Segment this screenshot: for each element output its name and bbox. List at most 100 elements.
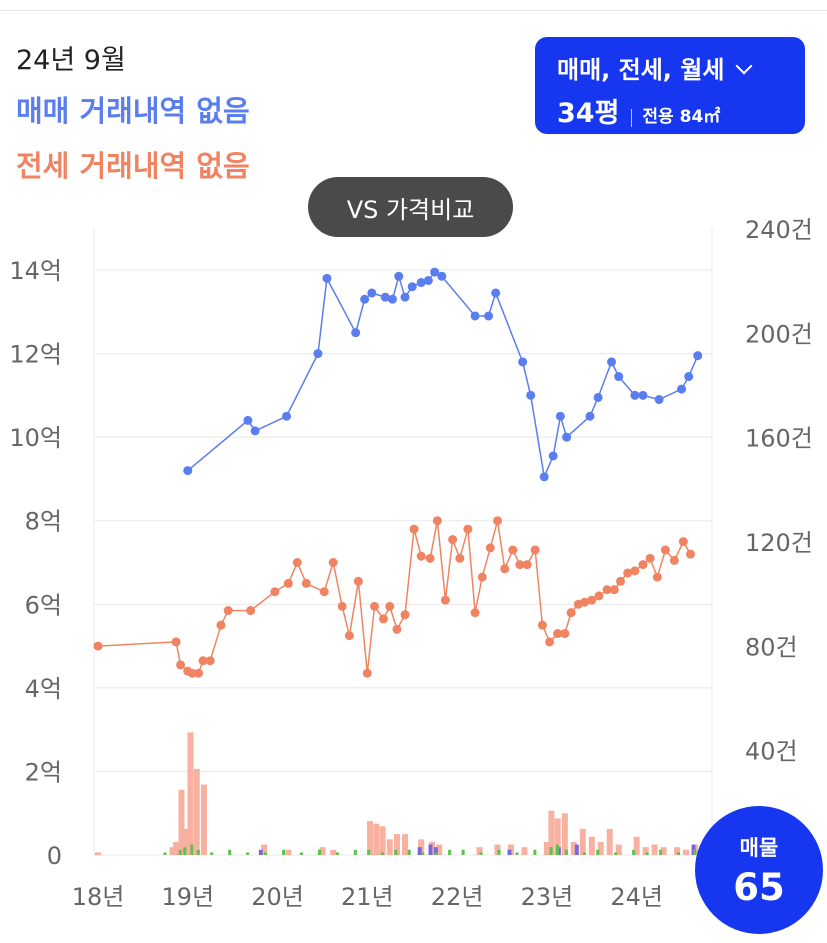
rent-volume-bar <box>548 810 555 855</box>
y-right-tick-label: 40건 <box>745 738 798 766</box>
rent-price-point <box>500 564 510 574</box>
sale-price-point <box>607 357 617 367</box>
sale-price-point <box>416 278 426 288</box>
rent-price-point <box>609 585 619 595</box>
x-tick-label: 19년 <box>161 883 214 911</box>
monthly-volume-bar <box>317 849 321 855</box>
rent-price-point <box>594 591 604 601</box>
top-divider <box>0 10 827 11</box>
sale-price-point <box>638 390 648 400</box>
sale-price-point <box>518 357 528 367</box>
rent-price-point <box>686 549 696 559</box>
x-tick-label: 20년 <box>251 883 304 911</box>
rent-volume-bar <box>386 839 393 855</box>
size-divider <box>631 108 633 127</box>
y-left-tick-label: 4억 <box>25 675 62 703</box>
listing-count-label: 매물 <box>739 836 779 860</box>
rent-volume-bar <box>169 847 176 855</box>
sale-price-point <box>407 282 417 292</box>
monthly-volume-bar <box>461 849 465 855</box>
rent-price-point <box>385 601 395 611</box>
rent-price-point <box>198 656 208 666</box>
rent-price-point <box>246 606 256 616</box>
monthly-volume-bar <box>645 852 649 855</box>
monthly-volume-bar <box>434 852 438 855</box>
rent-volume-bar <box>597 841 604 855</box>
trade-type-filter-button[interactable]: 매매, 전세, 월세 34평 전용 84㎡ <box>535 37 805 134</box>
rent-price-point <box>400 610 410 620</box>
sale-volume-bar <box>433 847 438 855</box>
listing-count-badge[interactable]: 매물 65 <box>695 806 823 934</box>
monthly-volume-bar <box>299 852 303 855</box>
rent-volume-bar <box>436 844 443 855</box>
y-right-tick-label: 240건 <box>745 216 813 244</box>
rent-volume-bar <box>579 828 586 855</box>
rent-price-point <box>485 543 495 553</box>
rent-volume-bar <box>367 821 374 855</box>
rent-volume-bar <box>660 847 667 855</box>
trade-type-row: 매매, 전세, 월세 <box>557 50 805 85</box>
rent-price-point <box>216 620 226 630</box>
size-exclusive-area: 전용 84㎡ <box>642 107 721 127</box>
rent-price-point <box>370 601 380 611</box>
monthly-volume-bar <box>178 849 182 855</box>
rent-volume-bar <box>521 847 528 855</box>
rent-volume-bar <box>554 818 561 855</box>
vs-compare-button[interactable]: VS 가격비교 <box>308 177 513 237</box>
monthly-volume-bar <box>335 852 339 855</box>
sale-price-point <box>380 292 390 302</box>
rent-price-point <box>283 578 293 588</box>
rent-price-point <box>587 595 597 605</box>
sale-price-point <box>684 372 694 382</box>
rent-price-point <box>270 587 280 597</box>
y-left-tick-label: 10억 <box>9 424 62 452</box>
sale-price-point <box>394 271 404 281</box>
rent-price-point <box>660 545 670 555</box>
rent-price-point <box>319 587 329 597</box>
rent-volume-bar <box>606 828 613 855</box>
monthly-volume-bar <box>367 849 371 855</box>
monthly-volume-bar <box>564 849 568 855</box>
sale-price-point <box>593 392 603 402</box>
monthly-volume-bar <box>196 849 200 855</box>
rent-volume-bar <box>683 849 690 855</box>
rent-price-point <box>470 608 480 618</box>
sale-price-point <box>677 384 687 394</box>
rent-price-point <box>669 555 679 565</box>
trade-type-label: 매매, 전세, 월세 <box>557 56 725 84</box>
monthly-volume-bar <box>380 852 384 855</box>
rent-price-point <box>337 601 347 611</box>
rent-volume-bar <box>633 836 640 855</box>
sale-price-point <box>400 292 410 302</box>
rent-volume-bar <box>330 849 337 855</box>
rent-volume-bar <box>261 844 268 855</box>
y-left-tick-label: 6억 <box>25 591 62 619</box>
rent-price-point <box>194 668 204 678</box>
sale-price-point <box>614 372 624 382</box>
rent-price-point <box>477 572 487 582</box>
rent-price-point <box>171 637 181 647</box>
monthly-volume-bar <box>582 852 586 855</box>
y-right-tick-label: 160건 <box>745 425 813 453</box>
rent-price-point <box>638 560 648 570</box>
rent-price-point <box>353 576 363 586</box>
rent-status-text: 전세 거래내역 없음 <box>16 149 250 183</box>
y-right-tick-label: 80건 <box>745 633 798 661</box>
rent-price-point <box>630 566 640 576</box>
monthly-volume-bar <box>394 849 398 855</box>
monthly-volume-bar <box>264 852 268 855</box>
rent-volume-bar <box>476 847 483 855</box>
rent-volume-bar <box>588 836 595 855</box>
rent-price-point <box>553 629 563 639</box>
rent-volume-bar <box>95 852 101 855</box>
sale-price-point <box>387 294 397 304</box>
rent-volume-bar <box>200 784 207 855</box>
monthly-volume-bar <box>549 847 553 855</box>
sale-volume-bar <box>507 849 512 855</box>
rent-volume-bar <box>651 844 658 855</box>
rent-price-point <box>508 545 518 555</box>
sale-price-point <box>183 466 193 476</box>
sale-price-point <box>693 351 703 361</box>
rent-volume-bar <box>319 847 326 855</box>
size-pyeong: 34평 <box>557 98 620 129</box>
